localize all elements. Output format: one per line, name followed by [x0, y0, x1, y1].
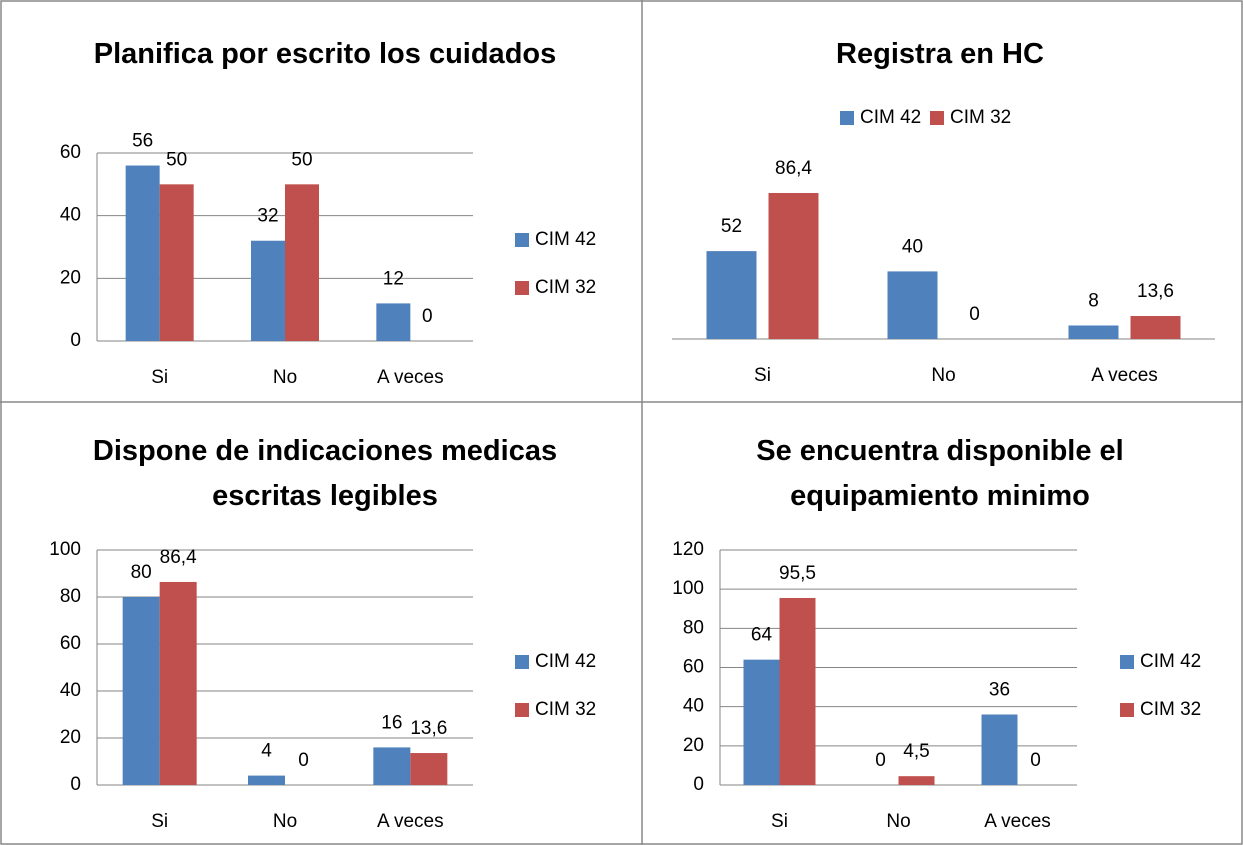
bar [285, 184, 319, 341]
y-tick-label: 0 [70, 774, 81, 795]
y-tick-label: 20 [60, 727, 81, 748]
y-tick-label: 40 [60, 680, 81, 701]
data-label: 0 [875, 750, 886, 771]
legend-swatch [930, 111, 944, 125]
data-label: 64 [751, 625, 773, 646]
bar [898, 776, 935, 785]
legend-label: CIM 42 [535, 651, 596, 672]
data-label: 16 [381, 712, 402, 733]
data-label: 0 [298, 750, 309, 771]
x-tick-label: A veces [1091, 365, 1158, 386]
data-label: 86,4 [160, 547, 197, 568]
data-label: 12 [383, 268, 404, 289]
y-tick-label: 80 [683, 617, 704, 638]
x-tick-label: No [886, 811, 910, 832]
data-label: 0 [969, 304, 980, 325]
y-tick-label: 60 [683, 657, 704, 678]
y-tick-label: 40 [683, 696, 704, 717]
data-label: 86,4 [775, 158, 812, 179]
bar [1130, 316, 1181, 339]
data-label: 0 [1030, 750, 1041, 771]
bar [159, 184, 194, 341]
y-tick-label: 60 [60, 142, 81, 163]
legend-label: CIM 32 [1140, 699, 1201, 720]
legend-swatch [1120, 703, 1134, 717]
data-label: 8 [1088, 290, 1099, 311]
x-tick-label: No [273, 811, 297, 832]
bar [251, 240, 285, 341]
data-label: 4 [261, 741, 272, 762]
x-tick-label: Si [151, 811, 168, 832]
data-label: 36 [989, 680, 1010, 701]
legend-swatch [515, 281, 529, 295]
legend-label: CIM 42 [535, 229, 596, 250]
y-tick-label: 100 [49, 539, 81, 560]
y-tick-label: 40 [60, 205, 81, 226]
bar [373, 747, 411, 785]
data-label: 40 [902, 236, 923, 257]
y-tick-label: 20 [60, 267, 81, 288]
data-label: 4,5 [903, 741, 929, 762]
y-tick-label: 120 [672, 539, 704, 560]
y-tick-label: 0 [693, 774, 704, 795]
x-tick-label: Si [771, 811, 788, 832]
legend-label: CIM 32 [535, 277, 596, 298]
data-label: 50 [291, 149, 312, 170]
data-label: 80 [131, 562, 152, 583]
bar [768, 192, 819, 339]
data-label: 50 [166, 149, 187, 170]
legend-swatch [1120, 655, 1134, 669]
bar [743, 659, 780, 785]
y-tick-label: 20 [683, 735, 704, 756]
bar [125, 165, 160, 341]
y-tick-label: 80 [60, 586, 81, 607]
bar [981, 714, 1018, 785]
chart-title: Dispone de indicaciones medicas escritas… [92, 435, 558, 512]
y-tick-label: 100 [672, 578, 704, 599]
legend-label: CIM 32 [950, 107, 1011, 128]
x-tick-label: Si [754, 365, 771, 386]
y-tick-label: 60 [60, 633, 81, 654]
bar [706, 251, 757, 339]
x-tick-label: No [273, 367, 297, 388]
bar [779, 597, 816, 785]
chart-title: Registra en HC [836, 38, 1044, 70]
data-label: 13,6 [1137, 281, 1174, 302]
chart-title: Planifica por escrito los cuidados [93, 38, 557, 70]
legend-swatch [515, 655, 529, 669]
bar [248, 775, 285, 785]
x-tick-label: A veces [984, 811, 1051, 832]
legend-label: CIM 42 [1140, 651, 1201, 672]
x-tick-label: Si [151, 367, 168, 388]
x-tick-label: A veces [377, 811, 444, 832]
legend-swatch [515, 703, 529, 717]
bar [159, 581, 197, 785]
y-tick-label: 0 [70, 330, 81, 351]
legend-label: CIM 32 [535, 699, 596, 720]
bar [887, 271, 938, 339]
legend-label: CIM 42 [860, 107, 921, 128]
data-label: 52 [721, 216, 742, 237]
bar [376, 303, 411, 341]
bar [1068, 325, 1119, 339]
data-label: 95,5 [779, 563, 816, 584]
x-tick-label: A veces [377, 367, 444, 388]
legend-swatch [840, 111, 854, 125]
chart-title: Se encuentra disponible el equipamiento … [756, 435, 1124, 512]
legend-swatch [515, 233, 529, 247]
bar [410, 753, 448, 785]
data-label: 0 [422, 306, 433, 327]
data-label: 56 [132, 131, 153, 152]
x-tick-label: No [931, 365, 955, 386]
bar [122, 597, 160, 785]
data-label: 32 [257, 206, 278, 227]
data-label: 13,6 [410, 718, 447, 739]
